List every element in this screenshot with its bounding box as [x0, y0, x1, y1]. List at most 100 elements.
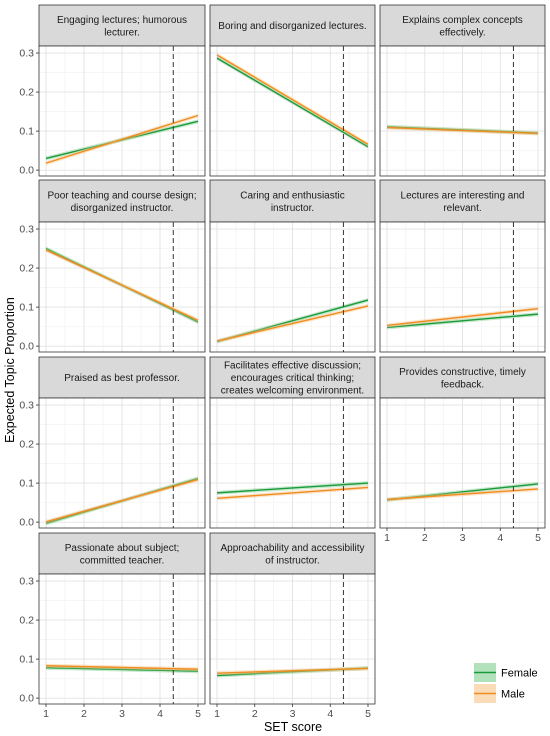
x-tick-label: 1: [384, 532, 390, 544]
panel-border: [209, 221, 376, 353]
facet-strip: [38, 4, 206, 47]
facet-title: relevant.: [443, 203, 481, 214]
y-tick-label: 0.1: [19, 654, 34, 666]
y-tick-label: 0.1: [19, 126, 34, 138]
y-tick-label: 0.1: [19, 478, 34, 490]
series-line-female: [45, 666, 199, 672]
x-axis-title: SET score: [264, 720, 322, 734]
series-line-male: [386, 488, 539, 501]
legend: Female Male: [474, 663, 538, 703]
x-tick-label: 3: [119, 708, 125, 720]
series-line-female: [386, 313, 539, 329]
x-tick-label: 1: [214, 708, 220, 720]
facet-panel: Passionate about subject;committed teach…: [19, 532, 206, 720]
facet-panel: Praised as best professor. 0.0 0.1 0.2 0.3: [19, 356, 206, 529]
facet-title: encourages critical thinking;: [231, 373, 354, 384]
x-tick-label: 4: [327, 708, 333, 720]
x-tick-label: 3: [460, 532, 466, 544]
facet-strip: [38, 532, 206, 575]
facet-title: Engaging lectures; humorous: [57, 15, 187, 26]
x-tick-label: 3: [290, 708, 296, 720]
y-tick-label: 0.0: [19, 341, 34, 353]
facet-strip: [209, 532, 376, 575]
facet-title: Praised as best professor.: [64, 373, 180, 384]
x-tick-label: 4: [497, 532, 503, 544]
x-tick-label: 1: [43, 708, 49, 720]
panel-border: [38, 45, 206, 177]
panel-border: [38, 221, 206, 353]
y-tick-label: 0.3: [19, 224, 34, 236]
legend-label: Male: [501, 689, 525, 701]
panel-border: [379, 45, 546, 177]
facet-panel: Caring and enthusiastic instructor.: [209, 179, 376, 353]
facet-title: Poor teaching and course design;: [48, 190, 197, 201]
series-line-male: [386, 307, 539, 327]
facet-title: Boring and disorganized lectures.: [218, 21, 366, 32]
y-tick-label: 0.2: [19, 263, 34, 275]
facet-panel: Facilitates effective discussion;encoura…: [209, 356, 376, 529]
y-tick-label: 0.2: [19, 87, 34, 99]
facet-strip: [38, 356, 206, 399]
series-line-male: [45, 249, 199, 322]
facet-title: creates welcoming environment.: [221, 386, 364, 397]
y-tick-label: 0.2: [19, 439, 34, 451]
series-line-male: [216, 667, 369, 674]
series-line-male: [216, 486, 369, 500]
y-tick-label: 0.0: [19, 517, 34, 529]
facet-title: Explains complex concepts: [402, 15, 523, 26]
series-line-male: [45, 478, 199, 523]
panel-border: [38, 397, 206, 529]
facet-title: Caring and enthusiastic: [240, 190, 345, 201]
facet-title: disorganized instructor.: [71, 203, 174, 214]
facet-strip: [379, 4, 546, 47]
legend-label: Female: [501, 668, 538, 680]
facet-strip: [209, 356, 376, 399]
facet-strip: [379, 356, 546, 399]
facet-title: of instructor.: [265, 555, 319, 566]
facet-title: effectively.: [439, 27, 485, 38]
x-tick-label: 5: [195, 708, 201, 720]
facet-title: committed teacher.: [80, 555, 164, 566]
facet-title: Provides constructive, timely: [399, 367, 526, 378]
series-line-male: [386, 126, 539, 135]
facet-title: Approachability and accessibility: [221, 543, 365, 554]
facet-strip: [209, 4, 376, 47]
facet-strip: [38, 179, 206, 223]
facet-strip: [379, 179, 546, 223]
series-line-female: [216, 57, 369, 148]
facet-title: Passionate about subject;: [65, 543, 180, 554]
y-tick-label: 0.1: [19, 302, 34, 314]
facet-panel: Poor teaching and course design; disorgan…: [19, 179, 206, 353]
series-line-male: [216, 305, 369, 342]
panel-border: [209, 397, 376, 529]
series-line-male: [45, 114, 199, 164]
y-tick-label: 0.3: [19, 48, 34, 60]
x-tick-label: 5: [365, 708, 371, 720]
y-axis-title: Expected Topic Proportion: [3, 297, 17, 443]
y-tick-label: 0.3: [19, 576, 34, 588]
y-tick-label: 0.2: [19, 615, 34, 627]
y-tick-label: 0.0: [19, 165, 34, 177]
x-tick-label: 2: [81, 708, 87, 720]
facet-title: feedback.: [441, 379, 484, 390]
x-tick-label: 2: [252, 708, 258, 720]
facet-title: Lectures are interesting and: [401, 190, 525, 201]
y-tick-label: 0.3: [19, 400, 34, 412]
series-line-male: [45, 665, 199, 670]
facet-panel: Lectures are interesting and relevant.: [379, 179, 546, 353]
x-tick-label: 2: [422, 532, 428, 544]
y-tick-label: 0.0: [19, 693, 34, 705]
x-tick-label: 5: [535, 532, 541, 544]
facet-panel: Boring and disorganized lectures.: [209, 4, 376, 177]
x-tick-label: 4: [157, 708, 163, 720]
panel-border: [379, 221, 546, 353]
facet-title: instructor.: [271, 203, 314, 214]
facet-strip: [209, 179, 376, 223]
series-line-female: [216, 482, 369, 494]
